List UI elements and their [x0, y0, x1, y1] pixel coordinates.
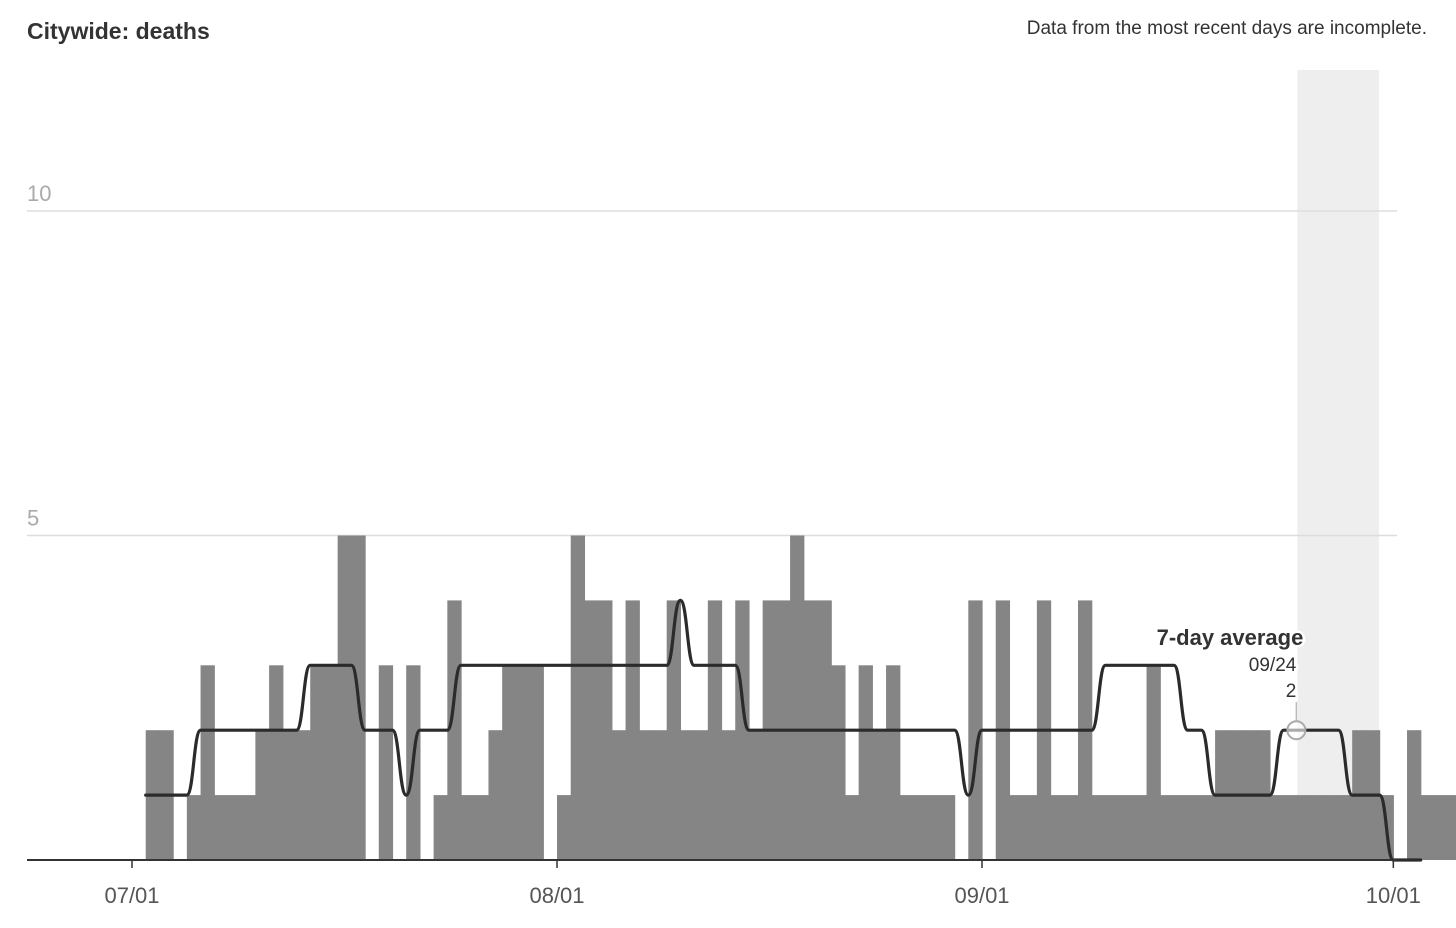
- bar: [323, 665, 339, 860]
- annotation-marker: [1286, 720, 1307, 741]
- bar: [1064, 795, 1079, 860]
- bar: [1132, 795, 1148, 860]
- bar: [899, 795, 915, 860]
- x-tick-label: 10/01: [1366, 883, 1421, 908]
- bar: [666, 600, 681, 860]
- bar: [378, 665, 394, 860]
- bar: [200, 665, 215, 860]
- bar: [844, 795, 860, 860]
- bar: [858, 665, 873, 860]
- seven-day-average-line: [144, 598, 1423, 862]
- bar: [1146, 665, 1161, 860]
- bar: [1091, 795, 1107, 860]
- bar: [872, 730, 887, 860]
- bar: [570, 535, 586, 860]
- bar: [1050, 795, 1065, 860]
- bar: [241, 795, 256, 860]
- bar: [694, 730, 709, 860]
- x-tick-label: 09/01: [954, 883, 1009, 908]
- x-axis-ticks: 07/01 08/01 09/01 10/01: [104, 860, 1421, 908]
- bar: [1187, 795, 1202, 860]
- bar: [1119, 795, 1134, 860]
- bar: [515, 665, 531, 860]
- bar: [1009, 795, 1024, 860]
- bar: [255, 730, 270, 860]
- bar: [584, 600, 599, 860]
- gridlines: [27, 210, 1397, 537]
- y-axis-ticks: 5 10: [27, 181, 51, 531]
- chart-title: Citywide: deaths: [27, 18, 210, 44]
- bar: [529, 665, 544, 860]
- bar: [296, 730, 311, 860]
- average-annotation: 7-day average 09/24 2: [1154, 623, 1307, 741]
- bar: [940, 795, 956, 860]
- bar: [886, 665, 901, 860]
- x-tick-label: 07/01: [104, 883, 159, 908]
- bar: [831, 665, 846, 860]
- x-tick-label: 08/01: [529, 883, 584, 908]
- annotation-label: 7-day average: [1157, 625, 1304, 650]
- bar: [1324, 795, 1340, 860]
- bar: [214, 795, 229, 860]
- bar: [1311, 795, 1326, 860]
- bar: [707, 600, 723, 860]
- bar: [652, 730, 668, 860]
- bar: [1338, 795, 1353, 860]
- incomplete-data-band: [1297, 70, 1379, 860]
- bar: [474, 795, 490, 860]
- bar: [1173, 795, 1189, 860]
- bar: [269, 665, 284, 860]
- bar: [625, 600, 640, 860]
- bar: [1269, 795, 1285, 860]
- bar: [1283, 795, 1298, 860]
- bar: [1420, 795, 1436, 860]
- bar: [721, 730, 736, 860]
- bar: [1434, 795, 1449, 860]
- bar: [968, 600, 983, 860]
- bar-series: [145, 535, 1456, 860]
- bar: [282, 730, 298, 860]
- bar: [227, 795, 243, 860]
- y-tick-label-5: 5: [27, 506, 39, 531]
- bar: [447, 600, 462, 860]
- bar: [1160, 795, 1175, 860]
- bar: [557, 795, 572, 860]
- bar: [1448, 795, 1456, 860]
- bar: [502, 665, 517, 860]
- bar: [927, 795, 942, 860]
- bar: [748, 730, 764, 860]
- bar: [735, 600, 750, 860]
- bar: [1023, 795, 1038, 860]
- bar: [461, 795, 476, 860]
- bar: [598, 600, 613, 860]
- bar: [639, 730, 654, 860]
- bar: [433, 795, 448, 860]
- bar: [337, 535, 352, 860]
- bar: [1201, 795, 1216, 860]
- bar: [1297, 795, 1312, 860]
- bar: [913, 795, 928, 860]
- y-tick-label-10: 10: [27, 181, 51, 206]
- bar: [186, 795, 202, 860]
- bar: [1407, 730, 1422, 860]
- bar: [790, 535, 805, 860]
- bar: [310, 665, 325, 860]
- bar: [488, 730, 503, 860]
- annotation-date: 09/24: [1249, 655, 1297, 676]
- bar: [680, 730, 695, 860]
- incomplete-data-note: Data from the most recent days are incom…: [1026, 18, 1427, 39]
- bar: [1105, 795, 1120, 860]
- bar: [611, 730, 627, 860]
- annotation-value: 2: [1286, 681, 1297, 702]
